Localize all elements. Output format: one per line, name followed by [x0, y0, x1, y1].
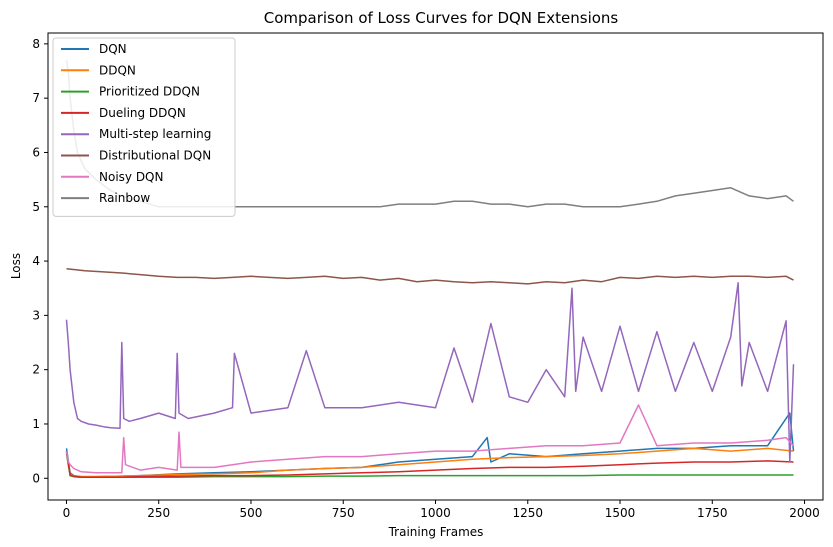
legend-label: Distributional DQN: [99, 149, 211, 163]
x-axis: 0 250 500 750 1000 1250 1500 1750 2000: [63, 500, 820, 520]
series-line-distributional-dqn: [66, 267, 794, 285]
y-tick-label: 0: [32, 471, 40, 485]
y-tick-label: 6: [32, 145, 40, 159]
plot-frame: [47, 32, 824, 501]
legend-label: DDQN: [99, 63, 136, 77]
legend-label: DQN: [99, 42, 127, 56]
chart-title: Comparison of Loss Curves for DQN Extens…: [264, 9, 619, 27]
series-line-dqn: [65, 412, 795, 478]
series-line-multi-step-learning: [65, 282, 795, 463]
series-lines: [65, 60, 795, 478]
x-tick-label: 500: [240, 506, 263, 520]
legend-label: Prioritized DDQN: [99, 85, 200, 99]
plot-area: [65, 60, 795, 478]
legend: DQN DDQN Prioritized DDQN Dueling DDQN Multi…: [52, 37, 236, 217]
legend-label: Multi-step learning: [99, 127, 211, 141]
legend-label: Noisy DQN: [99, 170, 163, 184]
y-tick-label: 3: [32, 308, 40, 322]
x-tick-label: 1000: [420, 506, 451, 520]
x-tick-label: 1500: [605, 506, 636, 520]
y-tick-label: 4: [32, 254, 40, 268]
legend-label: Rainbow: [99, 191, 150, 205]
x-tick-label: 1250: [512, 506, 543, 520]
x-tick-label: 0: [63, 506, 71, 520]
series-line-dueling-ddqn: [65, 450, 794, 478]
x-tick-label: 2000: [789, 506, 820, 520]
x-tick-label: 750: [332, 506, 355, 520]
y-tick-label: 5: [32, 200, 40, 214]
y-tick-label: 8: [32, 37, 40, 51]
y-tick-label: 1: [32, 417, 40, 431]
y-tick-label: 2: [32, 363, 40, 377]
y-tick-label: 7: [32, 91, 40, 105]
x-tick-label: 250: [147, 506, 170, 520]
y-axis: 0 1 2 3 4 5 6 7 8: [32, 37, 48, 485]
y-axis-label: Loss: [9, 253, 23, 279]
series-line-noisy-dqn: [65, 404, 795, 474]
legend-box: [52, 37, 236, 217]
legend-label: Dueling DDQN: [99, 106, 186, 120]
x-axis-label: Training Frames: [388, 525, 484, 539]
x-tick-label: 1750: [697, 506, 728, 520]
